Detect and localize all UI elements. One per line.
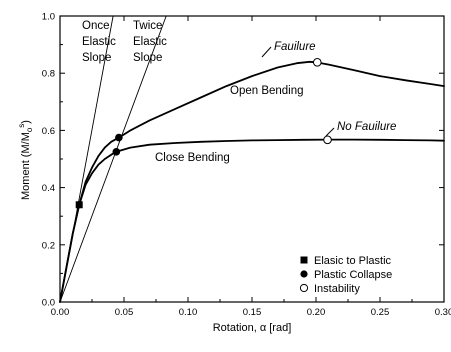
y-tick-label: 0.2 bbox=[42, 240, 55, 251]
legend: Elasic to Plastic Plastic Collapse Insta… bbox=[299, 255, 392, 295]
series-line-twice-elastic-slope bbox=[59, 15, 167, 303]
y-axis-label: Moment (M/Mos) bbox=[17, 120, 34, 200]
marker-layer bbox=[75, 58, 332, 209]
series-line-once-elastic-slope bbox=[59, 15, 114, 303]
annotation-open-bending: Open Bending bbox=[230, 85, 304, 97]
legend-label-elastic-to-plastic: Elasic to Plastic bbox=[314, 255, 392, 267]
marker-instability bbox=[312, 58, 322, 67]
annotation-once-line1: Once bbox=[82, 20, 110, 32]
y-tick-label: 0.4 bbox=[42, 183, 55, 194]
y-tick-label: 0.8 bbox=[42, 69, 55, 80]
x-axis-ticks: 0.00 0.05 0.10 0.15 0.20 0.25 0.30 bbox=[51, 16, 451, 318]
annotation-close-bending: Close Bending bbox=[155, 152, 230, 164]
series-layer bbox=[59, 15, 445, 303]
annotation-no-failure: No Fauilure bbox=[337, 121, 396, 133]
annotation-twice-line1: Twice bbox=[133, 20, 162, 32]
x-tick-label: 0.00 bbox=[51, 307, 70, 318]
x-tick-label: 0.30 bbox=[435, 307, 451, 318]
marker-instability bbox=[323, 135, 332, 145]
annotation-twice-line2: Elastic bbox=[133, 36, 167, 48]
x-tick-label: 0.10 bbox=[179, 307, 198, 318]
annotation-once-line3: Slope bbox=[82, 52, 111, 64]
y-tick-label: 1.0 bbox=[42, 12, 55, 23]
y-tick-label: 0.6 bbox=[42, 126, 55, 137]
x-tick-label: 0.15 bbox=[243, 307, 262, 318]
series-line-open-bending bbox=[59, 60, 445, 303]
marker-plastic-collapse bbox=[112, 148, 121, 156]
y-axis-label-main: Moment (M/M bbox=[20, 132, 32, 200]
x-axis-label: Rotation, α [rad] bbox=[213, 322, 292, 334]
y-axis-label-end: ) bbox=[20, 120, 32, 124]
y-axis-label-sub: o bbox=[25, 127, 34, 132]
svg-text:Moment (M/Mos): Moment (M/Mos) bbox=[17, 120, 34, 200]
x-tick-label: 0.20 bbox=[307, 307, 326, 318]
legend-filled-circle-icon bbox=[300, 270, 308, 278]
series-line-close-bending bbox=[59, 138, 445, 303]
y-tick-label: 0.0 bbox=[42, 298, 55, 309]
no-failure-pointer bbox=[325, 127, 335, 137]
failure-pointer bbox=[261, 46, 272, 58]
annotation-twice-line3: Slope bbox=[133, 52, 162, 64]
legend-label-instability: Instability bbox=[314, 283, 360, 295]
legend-square-icon bbox=[300, 256, 308, 264]
x-tick-label: 0.05 bbox=[115, 307, 134, 318]
marker-elastic-to-plastic bbox=[75, 201, 83, 209]
y-axis-label-sup: s bbox=[17, 124, 26, 128]
legend-label-plastic-collapse: Plastic Collapse bbox=[314, 269, 392, 281]
annotation-failure: Fauilure bbox=[274, 41, 316, 53]
y-axis-ticks: 0.0 0.2 0.4 0.6 0.8 1.0 bbox=[42, 12, 444, 309]
annotation-once-line2: Elastic bbox=[82, 36, 116, 48]
marker-plastic-collapse bbox=[115, 133, 123, 142]
x-tick-label: 0.25 bbox=[371, 307, 390, 318]
legend-open-circle-icon bbox=[299, 283, 309, 293]
